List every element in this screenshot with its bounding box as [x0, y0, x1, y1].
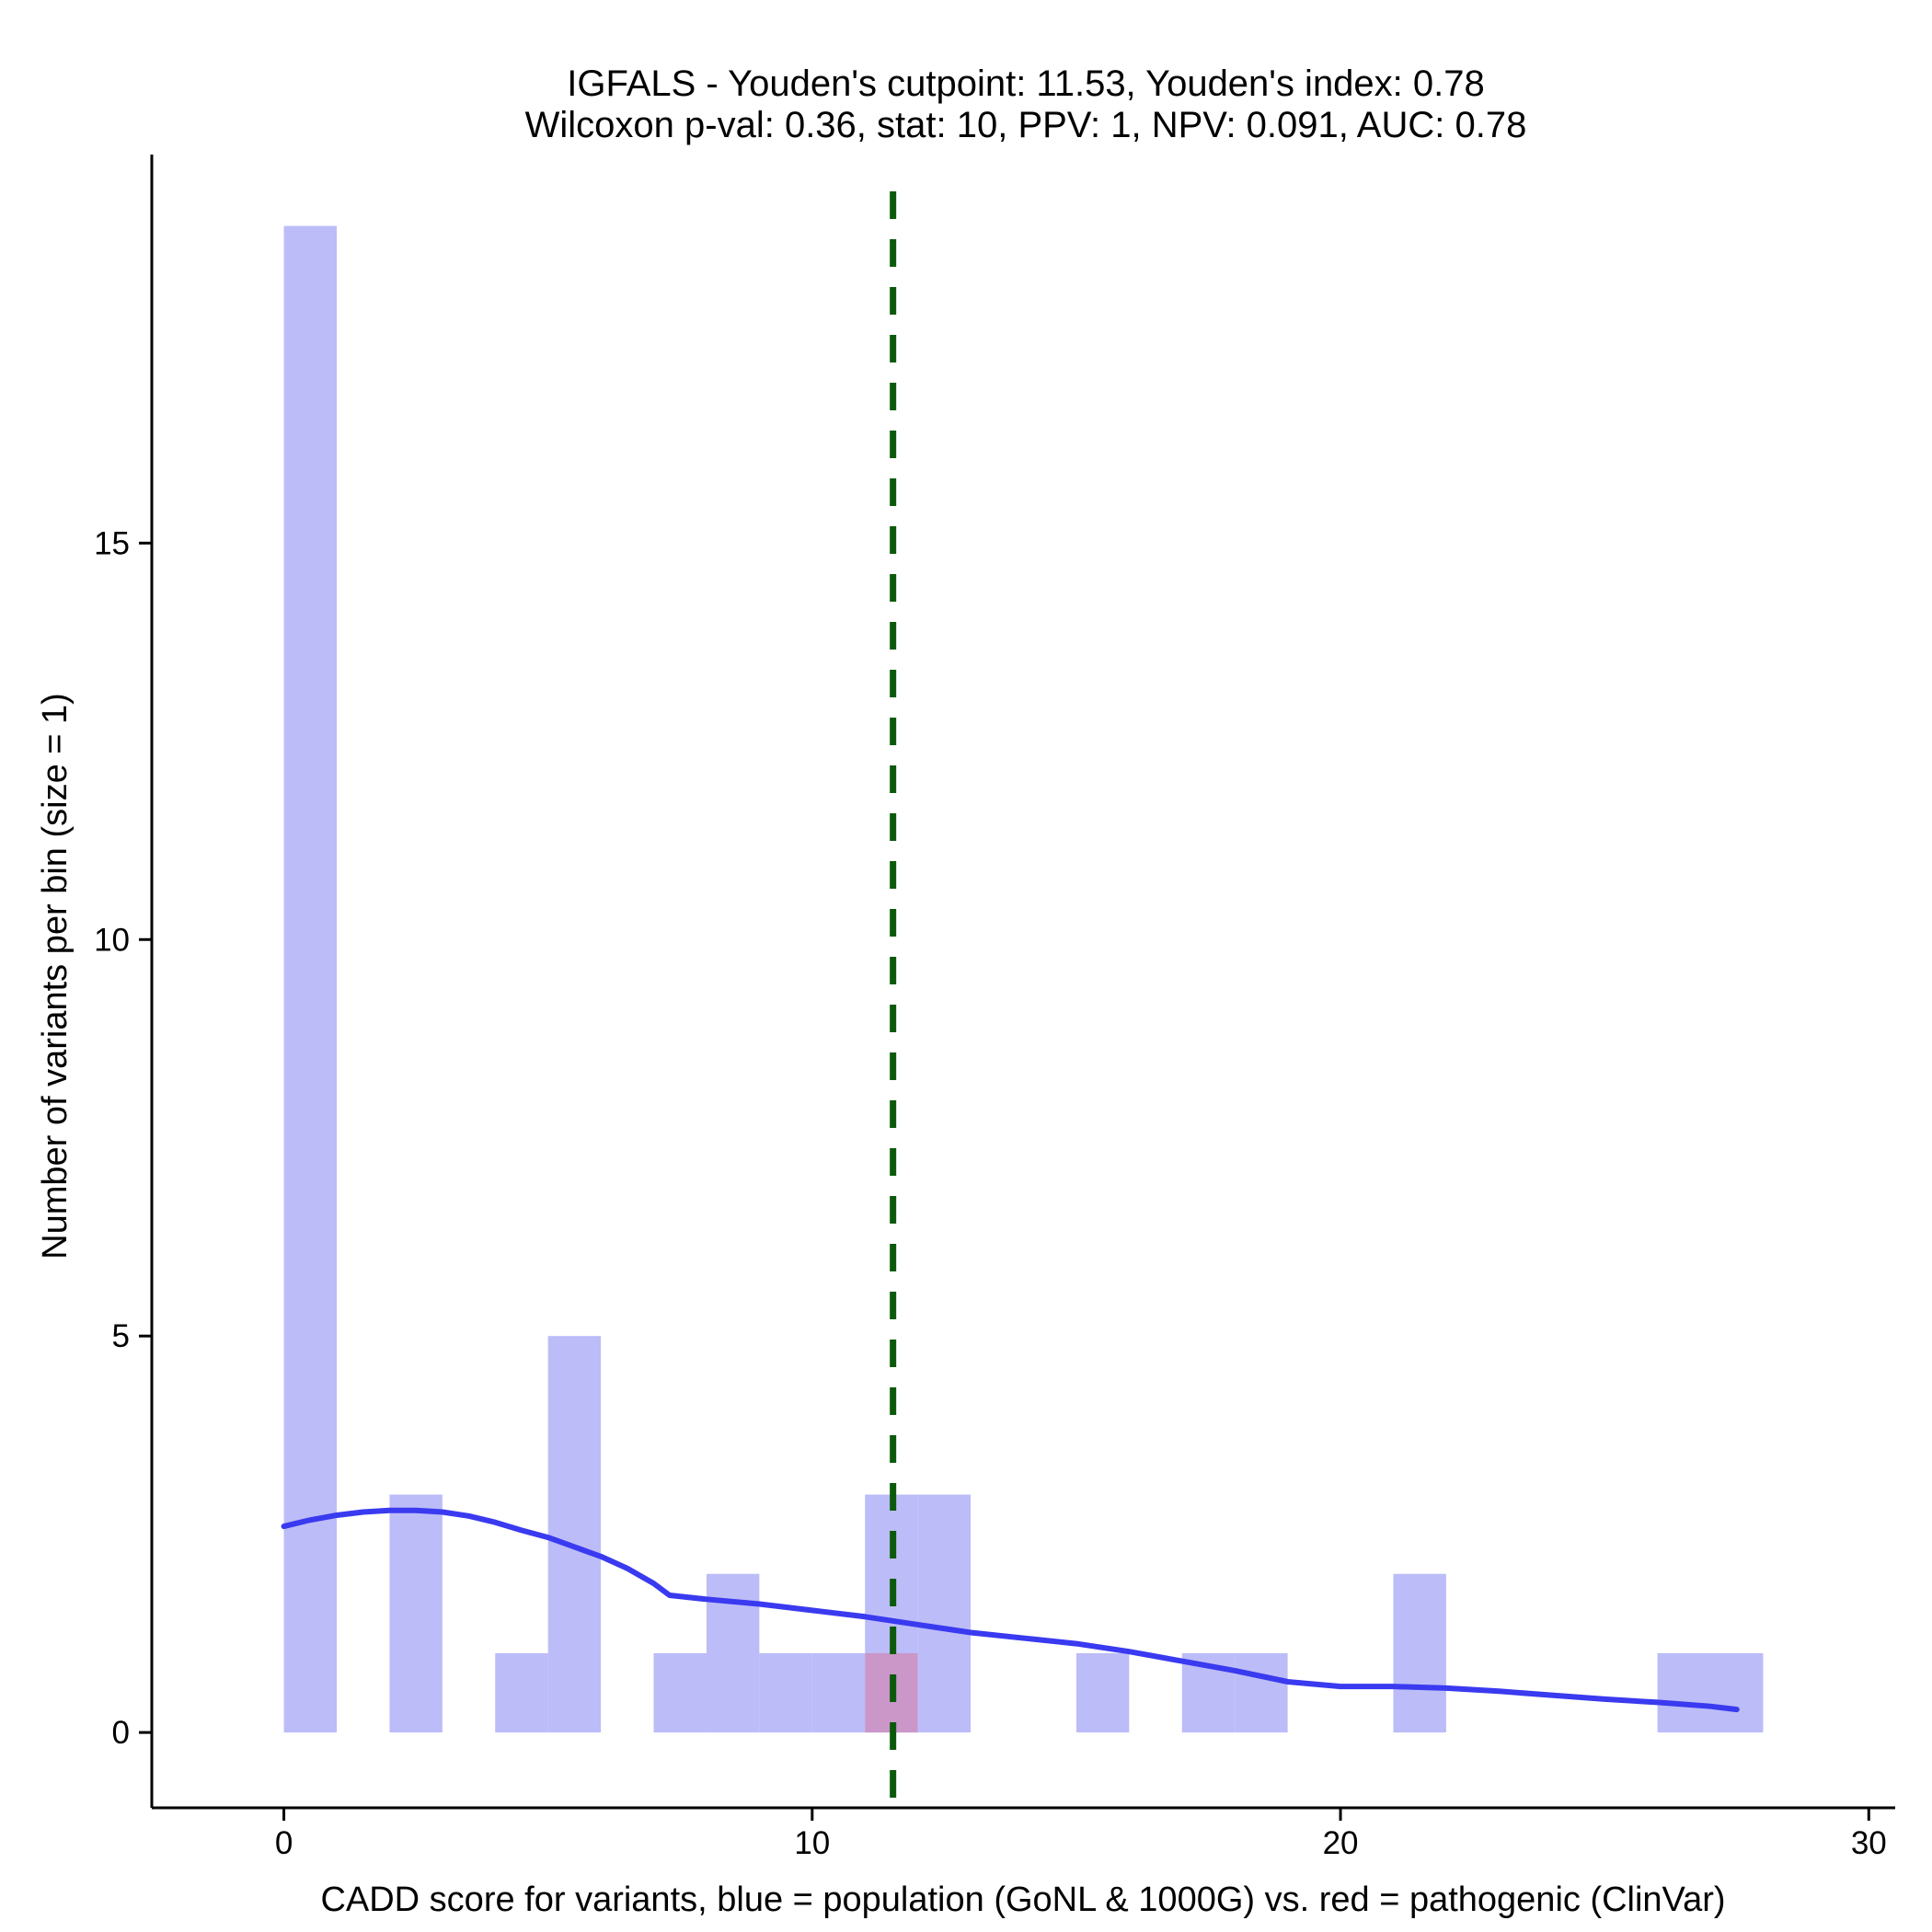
bar-population-0 [283, 225, 337, 1733]
x-tick-label-20: 20 [1323, 1825, 1359, 1861]
x-tick-label-0: 0 [275, 1825, 293, 1861]
bar-population-12 [917, 1494, 972, 1733]
y-tick-label-0: 0 [112, 1715, 130, 1751]
y-tick-label-5: 5 [112, 1318, 130, 1354]
bar-population-5 [547, 1336, 602, 1733]
bar-population-2 [389, 1494, 443, 1733]
population-density-curve [281, 1507, 1740, 1713]
bar-population-21 [1393, 1573, 1446, 1733]
bar-population-7 [653, 1652, 707, 1733]
bar-population-9 [759, 1652, 812, 1733]
axes: 0 10 20 30 0 5 10 15 [94, 155, 1895, 1861]
y-tick-label-15: 15 [94, 525, 130, 561]
x-axis-label: CADD score for variants, blue = populati… [320, 1880, 1725, 1919]
bar-population-4 [495, 1652, 548, 1733]
chart-title-line2: Wilcoxon p-val: 0.36, stat: 10, PPV: 1, … [525, 105, 1527, 145]
bar-population-15 [1075, 1652, 1130, 1733]
chart-title-line1: IGFALS - Youden's cutpoint: 11.53, Youde… [567, 63, 1485, 104]
bar-population-26 [1657, 1652, 1711, 1733]
bar-population-10 [811, 1652, 866, 1733]
x-tick-label-10: 10 [794, 1825, 830, 1861]
bar-population-18 [1235, 1652, 1288, 1733]
plot-area [281, 191, 1764, 1808]
bar-population-27 [1710, 1652, 1764, 1733]
x-tick-label-30: 30 [1851, 1825, 1887, 1861]
y-tick-label-10: 10 [94, 922, 130, 958]
y-axis-label: Number of variants per bin (size = 1) [36, 693, 75, 1259]
